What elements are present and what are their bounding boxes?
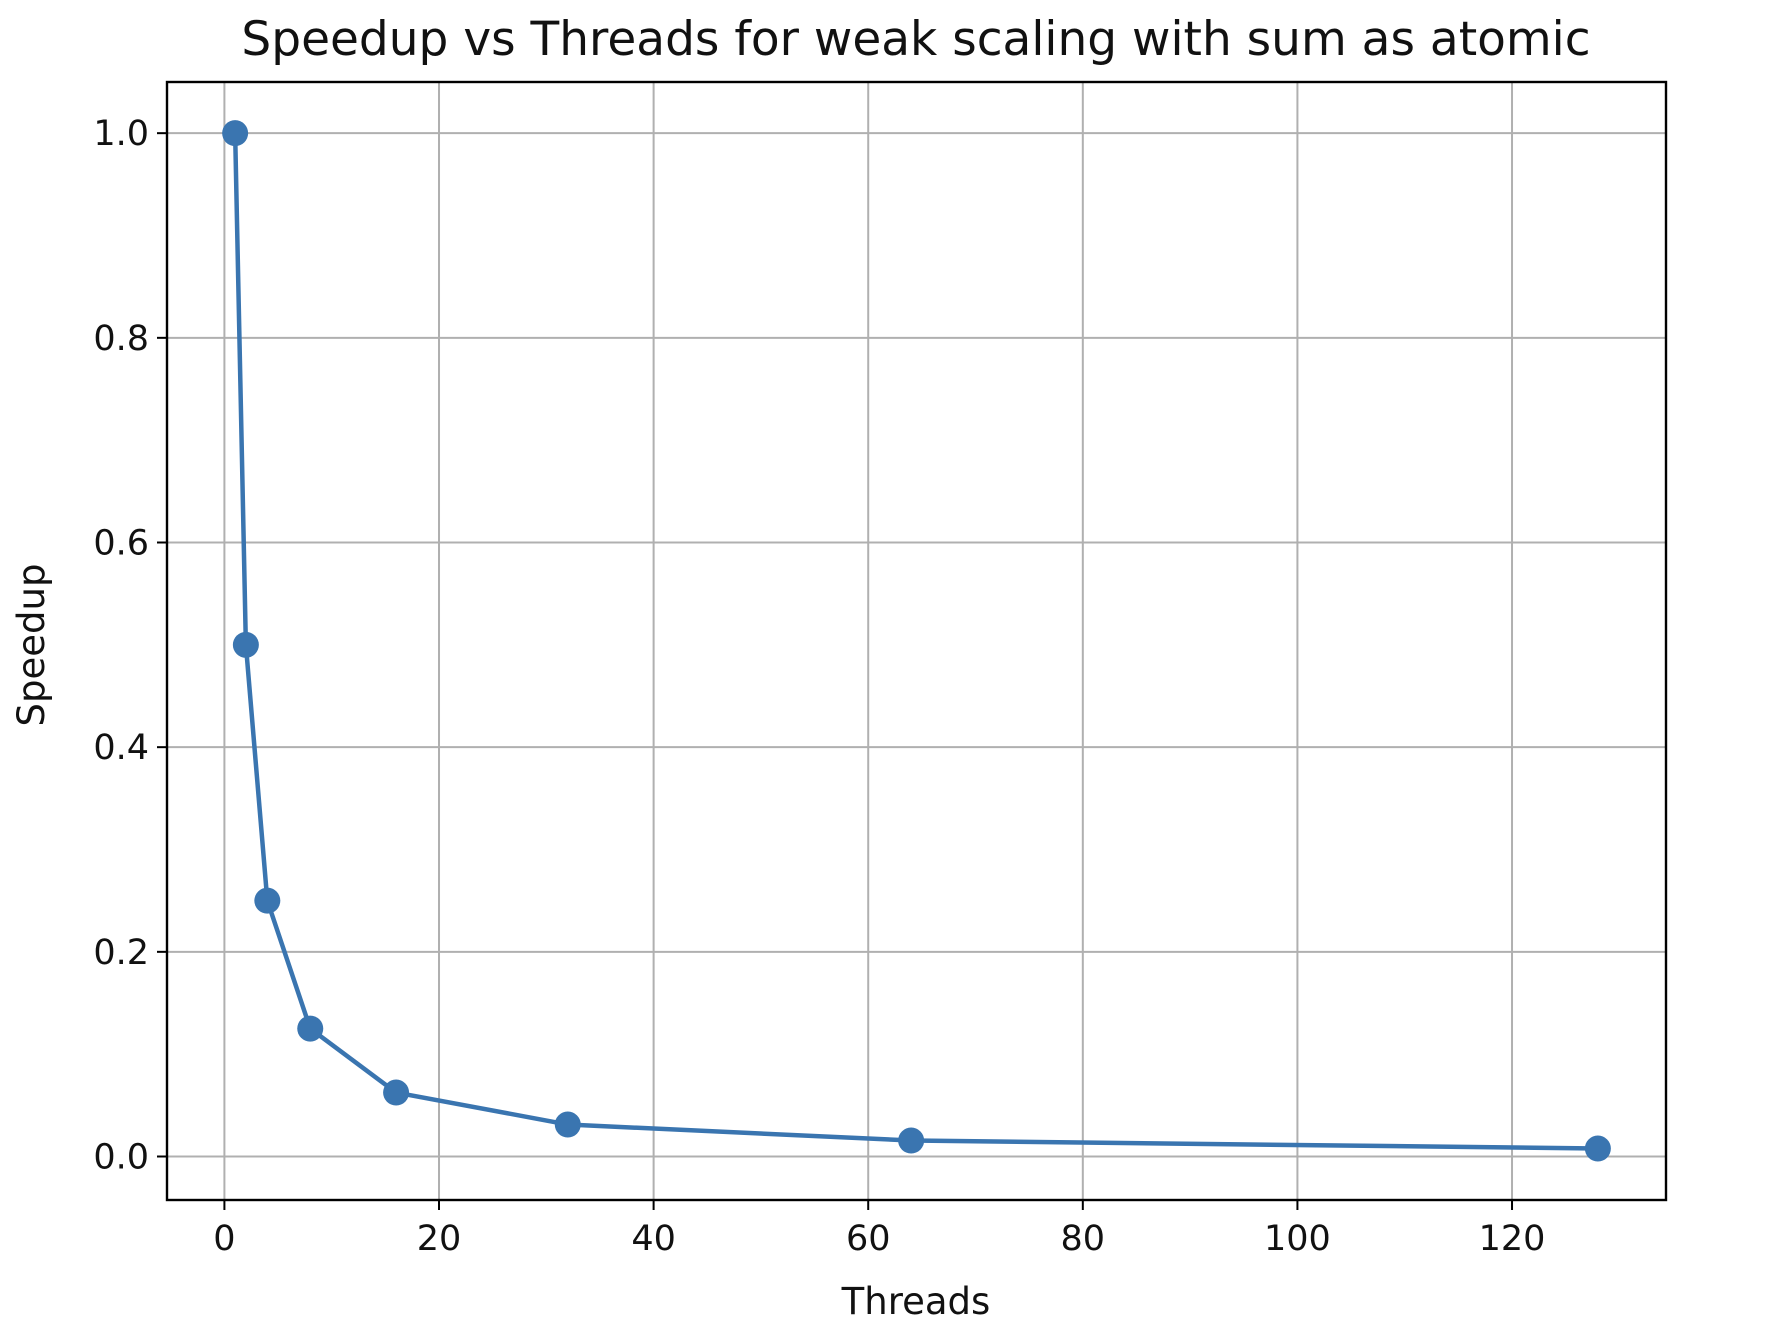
data-point: [232, 631, 259, 658]
data-point: [222, 120, 249, 147]
x-tick-label: 80: [1061, 1219, 1106, 1259]
plot-frame: [165, 80, 1668, 1202]
data-point: [297, 1015, 324, 1042]
x-tick-label: 0: [213, 1219, 235, 1259]
data-point: [1584, 1135, 1611, 1162]
series-line: [232, 133, 1598, 1151]
y-tick-label: 0.0: [93, 1138, 149, 1178]
x-tick-label: 100: [1264, 1219, 1331, 1259]
y-tick-label: 0.8: [93, 319, 149, 359]
y-tick-label: 0.6: [93, 524, 149, 564]
data-point: [554, 1111, 581, 1138]
series-layer: [222, 120, 1611, 1162]
axis-ticks: 0 20 40 60 80 100 120 0.0 0.2 0.4 0.6 0.8 1.0: [93, 114, 1545, 1259]
y-tick-label: 1.0: [93, 114, 149, 154]
data-point: [898, 1127, 925, 1154]
data-point: [383, 1079, 410, 1106]
y-tick-label: 0.2: [93, 933, 149, 973]
x-tick-label: 60: [846, 1219, 891, 1259]
grid-lines: [167, 82, 1666, 1200]
chart-title: Speedup vs Threads for weak scaling with…: [241, 12, 1590, 67]
x-tick-label: 120: [1479, 1219, 1546, 1259]
x-axis-label: Threads: [841, 1280, 991, 1323]
x-tick-label: 40: [631, 1219, 676, 1259]
x-tick-label: 20: [417, 1219, 462, 1259]
data-point: [254, 887, 281, 914]
y-axis-label: Speedup: [10, 564, 53, 727]
y-tick-label: 0.4: [93, 728, 149, 768]
